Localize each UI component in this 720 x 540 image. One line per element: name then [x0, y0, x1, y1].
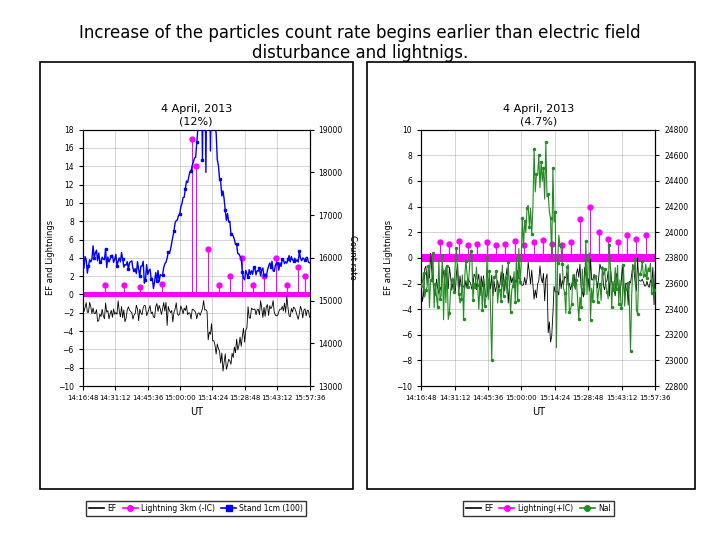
Legend: EF, Lightning 3km (-IC), Stand 1cm (100): EF, Lightning 3km (-IC), Stand 1cm (100): [86, 501, 307, 516]
Y-axis label: EF and Lightnings: EF and Lightnings: [384, 220, 393, 295]
Y-axis label: EF and Lightnings: EF and Lightnings: [46, 220, 55, 295]
Legend: EF, Lightning(+IC), NaI: EF, Lightning(+IC), NaI: [462, 501, 614, 516]
Title: 4 April, 2013
(4.7%): 4 April, 2013 (4.7%): [503, 104, 574, 126]
X-axis label: UT: UT: [189, 407, 203, 417]
X-axis label: UT: UT: [531, 407, 545, 417]
Text: disturbance and lightnigs.: disturbance and lightnigs.: [252, 44, 468, 62]
Bar: [421, 254, 655, 262]
Bar: [83, 292, 310, 297]
Text: Increase of the particles count rate begins earlier than electric field: Increase of the particles count rate beg…: [79, 24, 641, 42]
Y-axis label: Count rate: Count rate: [348, 235, 357, 280]
Title: 4 April, 2013
(12%): 4 April, 2013 (12%): [161, 104, 232, 126]
